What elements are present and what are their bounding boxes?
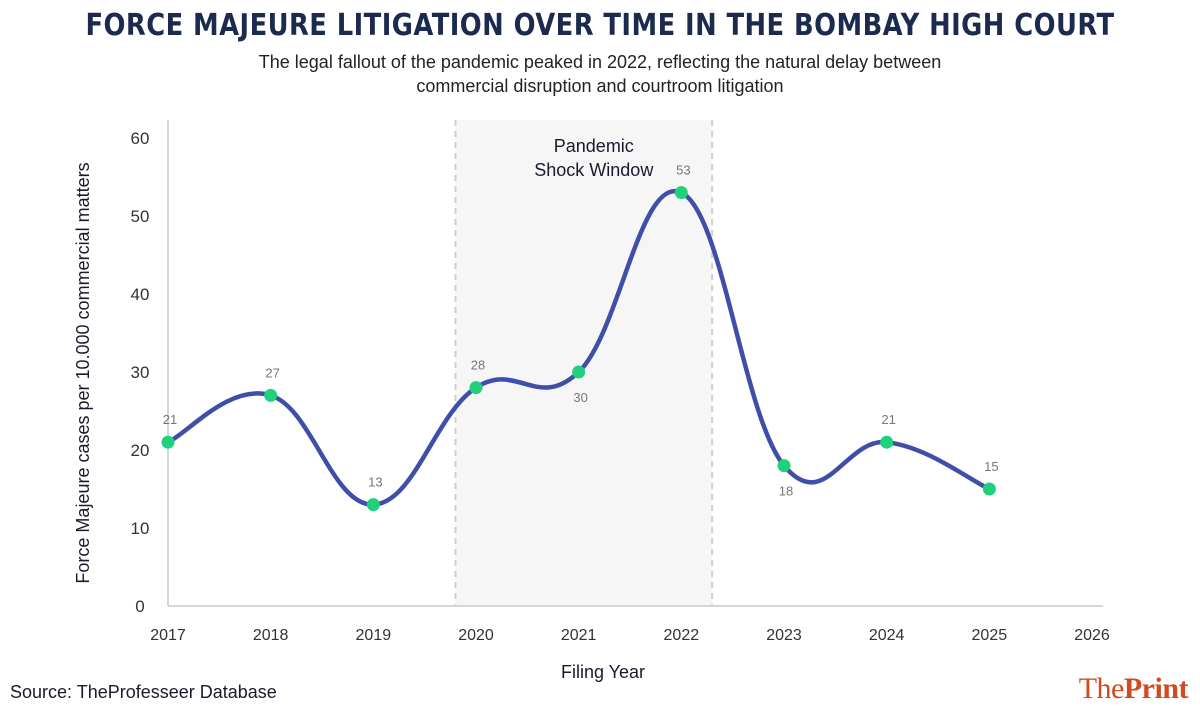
logo-the: The bbox=[1078, 672, 1125, 705]
x-tick-label: 2023 bbox=[766, 627, 802, 644]
data-point bbox=[161, 435, 175, 449]
x-tick-label: 2025 bbox=[972, 627, 1008, 644]
data-label: 27 bbox=[265, 365, 279, 380]
y-tick-label: 10 bbox=[131, 519, 150, 538]
y-tick-label: 20 bbox=[131, 441, 150, 460]
x-tick-label: 2024 bbox=[869, 627, 905, 644]
data-point bbox=[366, 498, 380, 512]
y-tick-labels: 0 10 20 30 40 50 60 bbox=[131, 129, 150, 616]
band-label-line-1: Pandemic bbox=[554, 136, 634, 156]
data-point bbox=[880, 435, 894, 449]
y-tick-label: 0 bbox=[135, 597, 144, 616]
series-line bbox=[165, 188, 992, 507]
data-point bbox=[982, 482, 996, 496]
x-tick-label: 2021 bbox=[561, 627, 597, 644]
chart-title: FORCE MAJEURE LITIGATION OVER TIME IN TH… bbox=[85, 8, 1115, 43]
x-tick-label: 2017 bbox=[150, 627, 186, 644]
theprint-logo: ThePrint bbox=[1078, 672, 1189, 706]
band-label-line-2: Shock Window bbox=[534, 160, 654, 180]
subtitle-line-2: commercial disruption and courtroom liti… bbox=[416, 76, 784, 96]
logo-print: Print bbox=[1123, 672, 1189, 705]
data-label: 21 bbox=[163, 412, 177, 427]
y-tick-label: 60 bbox=[131, 129, 150, 148]
data-point bbox=[572, 365, 586, 379]
data-label: 30 bbox=[573, 390, 587, 405]
chart-subtitle: The legal fallout of the pandemic peaked… bbox=[0, 50, 1200, 98]
data-label: 21 bbox=[881, 412, 895, 427]
y-tick-label: 40 bbox=[131, 285, 150, 304]
data-point bbox=[674, 186, 688, 200]
y-axis-label: Force Majeure cases per 10.000 commercia… bbox=[73, 162, 93, 583]
data-point bbox=[264, 388, 278, 402]
data-points bbox=[161, 186, 996, 512]
data-label: 15 bbox=[984, 459, 998, 474]
data-label: 28 bbox=[471, 358, 485, 373]
data-point bbox=[777, 459, 791, 473]
data-label: 13 bbox=[368, 475, 382, 490]
x-tick-labels: 2017 2018 2019 2020 2021 2022 2023 2024 2025 2026 bbox=[150, 627, 1110, 644]
x-tick-label: 2022 bbox=[664, 627, 700, 644]
data-labels: 21 27 13 28 30 53 18 21 15 bbox=[163, 163, 999, 499]
x-tick-label: 2020 bbox=[458, 627, 494, 644]
source-note: Source: TheProfesseer Database bbox=[10, 682, 277, 702]
data-label: 18 bbox=[779, 484, 793, 499]
subtitle-line-1: The legal fallout of the pandemic peaked… bbox=[258, 52, 942, 72]
y-tick-label: 50 bbox=[131, 207, 150, 226]
x-axis-label: Filing Year bbox=[561, 662, 645, 682]
x-tick-label: 2019 bbox=[356, 627, 392, 644]
x-tick-label: 2026 bbox=[1074, 627, 1110, 644]
data-point bbox=[469, 381, 483, 395]
x-tick-label: 2018 bbox=[253, 627, 289, 644]
data-label: 53 bbox=[676, 163, 690, 178]
y-tick-label: 30 bbox=[131, 363, 150, 382]
